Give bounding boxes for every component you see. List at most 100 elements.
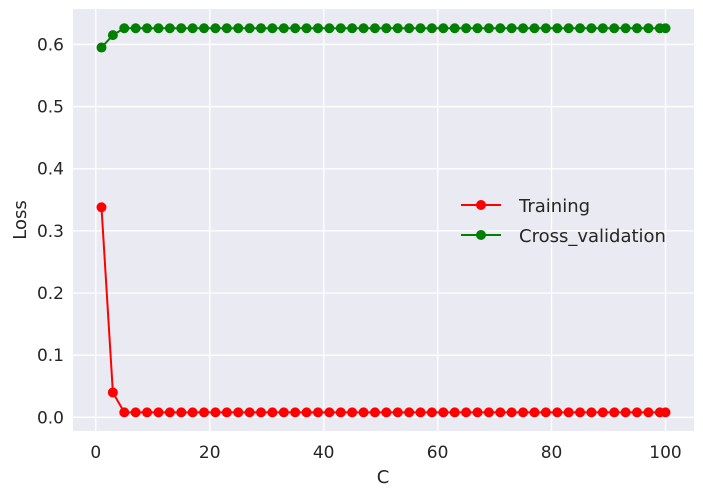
data-point-cross-validation — [381, 23, 392, 34]
data-point-cross-validation — [449, 23, 460, 34]
x-tick-label: 20 — [199, 443, 221, 463]
data-point-training — [609, 407, 620, 418]
data-point-cross-validation — [324, 23, 335, 34]
data-point-cross-validation — [142, 23, 153, 34]
data-point-training — [164, 407, 175, 418]
legend-label-training: Training — [518, 196, 590, 217]
legend-marker-training — [476, 200, 486, 210]
tick-labels: 0 20 40 60 80 100 0.0 0.1 0.2 0.3 0.4 0.5 0.6 — [37, 35, 682, 463]
data-point-training — [244, 407, 255, 418]
x-tick-label: 60 — [427, 443, 449, 463]
data-point-cross-validation — [632, 23, 643, 34]
data-point-training — [495, 407, 506, 418]
data-point-cross-validation — [438, 23, 449, 34]
data-point-cross-validation — [153, 23, 164, 34]
data-point-training — [563, 407, 574, 418]
data-point-training — [199, 407, 210, 418]
data-point-training — [575, 407, 586, 418]
data-point-training — [461, 407, 472, 418]
data-point-training — [358, 407, 369, 418]
data-point-training — [119, 407, 130, 418]
data-point-cross-validation — [529, 23, 540, 34]
legend-marker-cross-validation — [476, 230, 486, 240]
data-point-cross-validation — [597, 23, 608, 34]
data-point-cross-validation — [96, 42, 107, 53]
data-point-cross-validation — [199, 23, 210, 34]
data-point-training — [586, 407, 597, 418]
y-tick-label: 0.6 — [37, 35, 64, 55]
data-point-cross-validation — [483, 23, 494, 34]
data-point-training — [107, 387, 118, 398]
data-point-cross-validation — [301, 23, 312, 34]
data-point-training — [472, 407, 483, 418]
data-point-training — [142, 407, 153, 418]
data-point-cross-validation — [358, 23, 369, 34]
data-point-cross-validation — [643, 23, 654, 34]
data-point-training — [267, 407, 278, 418]
data-point-training — [210, 407, 221, 418]
data-point-training — [552, 407, 563, 418]
data-point-training — [404, 407, 415, 418]
data-point-cross-validation — [563, 23, 574, 34]
data-point-training — [540, 407, 551, 418]
data-point-cross-validation — [119, 23, 130, 34]
data-point-training — [301, 407, 312, 418]
data-point-cross-validation — [335, 23, 346, 34]
plot-area-background — [73, 9, 694, 431]
x-tick-label: 0 — [90, 443, 101, 463]
data-point-training — [426, 407, 437, 418]
y-axis-label: Loss — [10, 200, 31, 239]
data-point-cross-validation — [426, 23, 437, 34]
data-point-cross-validation — [609, 23, 620, 34]
data-point-training — [449, 407, 460, 418]
y-tick-label: 0.3 — [37, 222, 64, 242]
data-point-training — [278, 407, 289, 418]
data-point-training — [620, 407, 631, 418]
data-point-training — [483, 407, 494, 418]
data-point-training — [597, 407, 608, 418]
x-axis-label: C — [377, 467, 390, 488]
data-point-cross-validation — [176, 23, 187, 34]
data-point-cross-validation — [256, 23, 267, 34]
legend-entry-cross-validation: Cross_validation — [461, 226, 666, 247]
data-point-cross-validation — [164, 23, 175, 34]
legend-entry-training: Training — [461, 196, 590, 217]
data-point-cross-validation — [552, 23, 563, 34]
data-point-cross-validation — [369, 23, 380, 34]
data-point-cross-validation — [415, 23, 426, 34]
data-point-training — [506, 407, 517, 418]
grid-lines — [73, 9, 694, 431]
data-point-training — [381, 407, 392, 418]
y-tick-label: 0.0 — [37, 408, 64, 428]
data-point-cross-validation — [187, 23, 198, 34]
data-point-training — [256, 407, 267, 418]
data-point-cross-validation — [278, 23, 289, 34]
data-point-cross-validation — [130, 23, 141, 34]
data-point-cross-validation — [312, 23, 323, 34]
data-point-cross-validation — [210, 23, 221, 34]
data-point-cross-validation — [404, 23, 415, 34]
data-point-training — [438, 407, 449, 418]
data-point-cross-validation — [267, 23, 278, 34]
data-point-cross-validation — [575, 23, 586, 34]
legend-label-cross-validation: Cross_validation — [519, 226, 666, 247]
data-point-training — [96, 202, 107, 213]
data-point-cross-validation — [540, 23, 551, 34]
data-point-cross-validation — [518, 23, 529, 34]
data-point-cross-validation — [392, 23, 403, 34]
data-point-cross-validation — [472, 23, 483, 34]
data-point-cross-validation — [506, 23, 517, 34]
data-point-cross-validation — [586, 23, 597, 34]
legend: Training Cross_validation — [461, 196, 666, 247]
data-point-training — [153, 407, 164, 418]
data-point-cross-validation — [620, 23, 631, 34]
data-point-cross-validation — [244, 23, 255, 34]
data-point-training — [335, 407, 346, 418]
data-point-training — [415, 407, 426, 418]
x-tick-label: 80 — [541, 443, 563, 463]
data-point-training — [187, 407, 198, 418]
y-tick-label: 0.4 — [37, 160, 64, 180]
data-point-training — [518, 407, 529, 418]
data-point-cross-validation — [290, 23, 301, 34]
